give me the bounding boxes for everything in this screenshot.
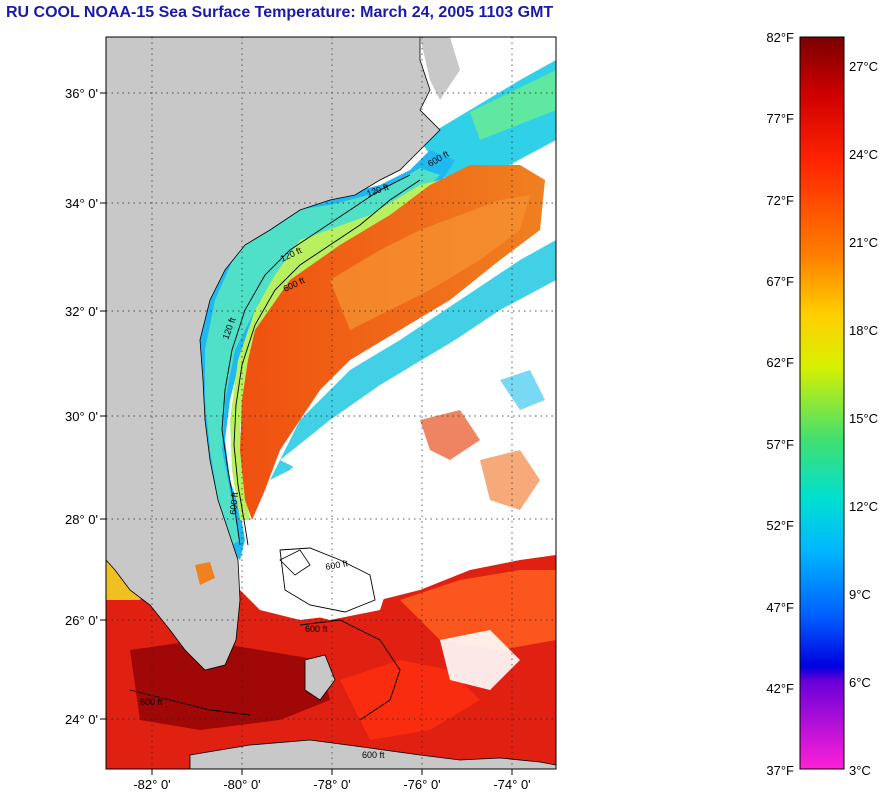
cb-c-label: 12°C [849,499,878,514]
colorbar [799,36,845,770]
lat-label: 24° 0' [65,712,98,727]
lon-label: -80° 0' [223,777,260,792]
cb-f-label: 52°F [766,518,794,533]
contour-label: 600 ft [140,697,163,707]
longitude-labels: -82° 0' -80° 0' -78° 0' -76° 0' -74° 0' [133,777,530,792]
cb-f-label: 42°F [766,681,794,696]
lat-label: 30° 0' [65,409,98,424]
lat-label: 28° 0' [65,512,98,527]
cb-f-label: 62°F [766,355,794,370]
cb-f-label: 57°F [766,437,794,452]
lake-okeechobee [195,562,215,585]
contour-label: 600 ft [325,558,349,572]
cb-f-label: 37°F [766,763,794,778]
axis-ticks [100,92,513,775]
lon-label: -78° 0' [313,777,350,792]
bathymetry-contours [129,174,421,721]
cb-f-label: 67°F [766,274,794,289]
latitude-labels: 36° 0' 34° 0' 32° 0' 30° 0' 28° 0' 26° 0… [65,86,98,727]
map-frame [105,36,557,770]
colorbar-f-labels: 82°F 77°F 72°F 67°F 62°F 57°F 52°F 47°F … [766,30,794,778]
land-florida-carolinas [106,37,441,671]
cb-c-label: 27°C [849,59,878,74]
lat-label: 32° 0' [65,304,98,319]
cb-f-label: 77°F [766,111,794,126]
cb-c-label: 21°C [849,235,878,250]
cb-f-label: 82°F [766,30,794,45]
land-cuba [189,739,556,769]
map-panel: 120 ft 600 ft 120 ft 600 ft 120 ft 600 f… [106,37,556,769]
lon-label: -82° 0' [133,777,170,792]
cb-f-label: 72°F [766,193,794,208]
cb-c-label: 15°C [849,411,878,426]
cb-f-label: 47°F [766,600,794,615]
cb-c-label: 18°C [849,323,878,338]
lat-label: 36° 0' [65,86,98,101]
cb-c-label: 9°C [849,587,871,602]
contour-label: 600 ft [305,624,328,634]
map-title: RU COOL NOAA-15 Sea Surface Temperature:… [6,4,554,21]
colorbar-c-labels: 27°C 24°C 21°C 18°C 15°C 12°C 9°C 6°C 3°… [849,59,878,778]
lat-label: 26° 0' [65,613,98,628]
contour-label: 600 ft [362,750,385,760]
cb-c-label: 6°C [849,675,871,690]
lon-label: -76° 0' [403,777,440,792]
cb-c-label: 3°C [849,763,871,778]
lon-label: -74° 0' [493,777,530,792]
cb-c-label: 24°C [849,147,878,162]
lat-label: 34° 0' [65,196,98,211]
contour-label: 600 ft [228,491,240,515]
graticule [106,37,556,769]
